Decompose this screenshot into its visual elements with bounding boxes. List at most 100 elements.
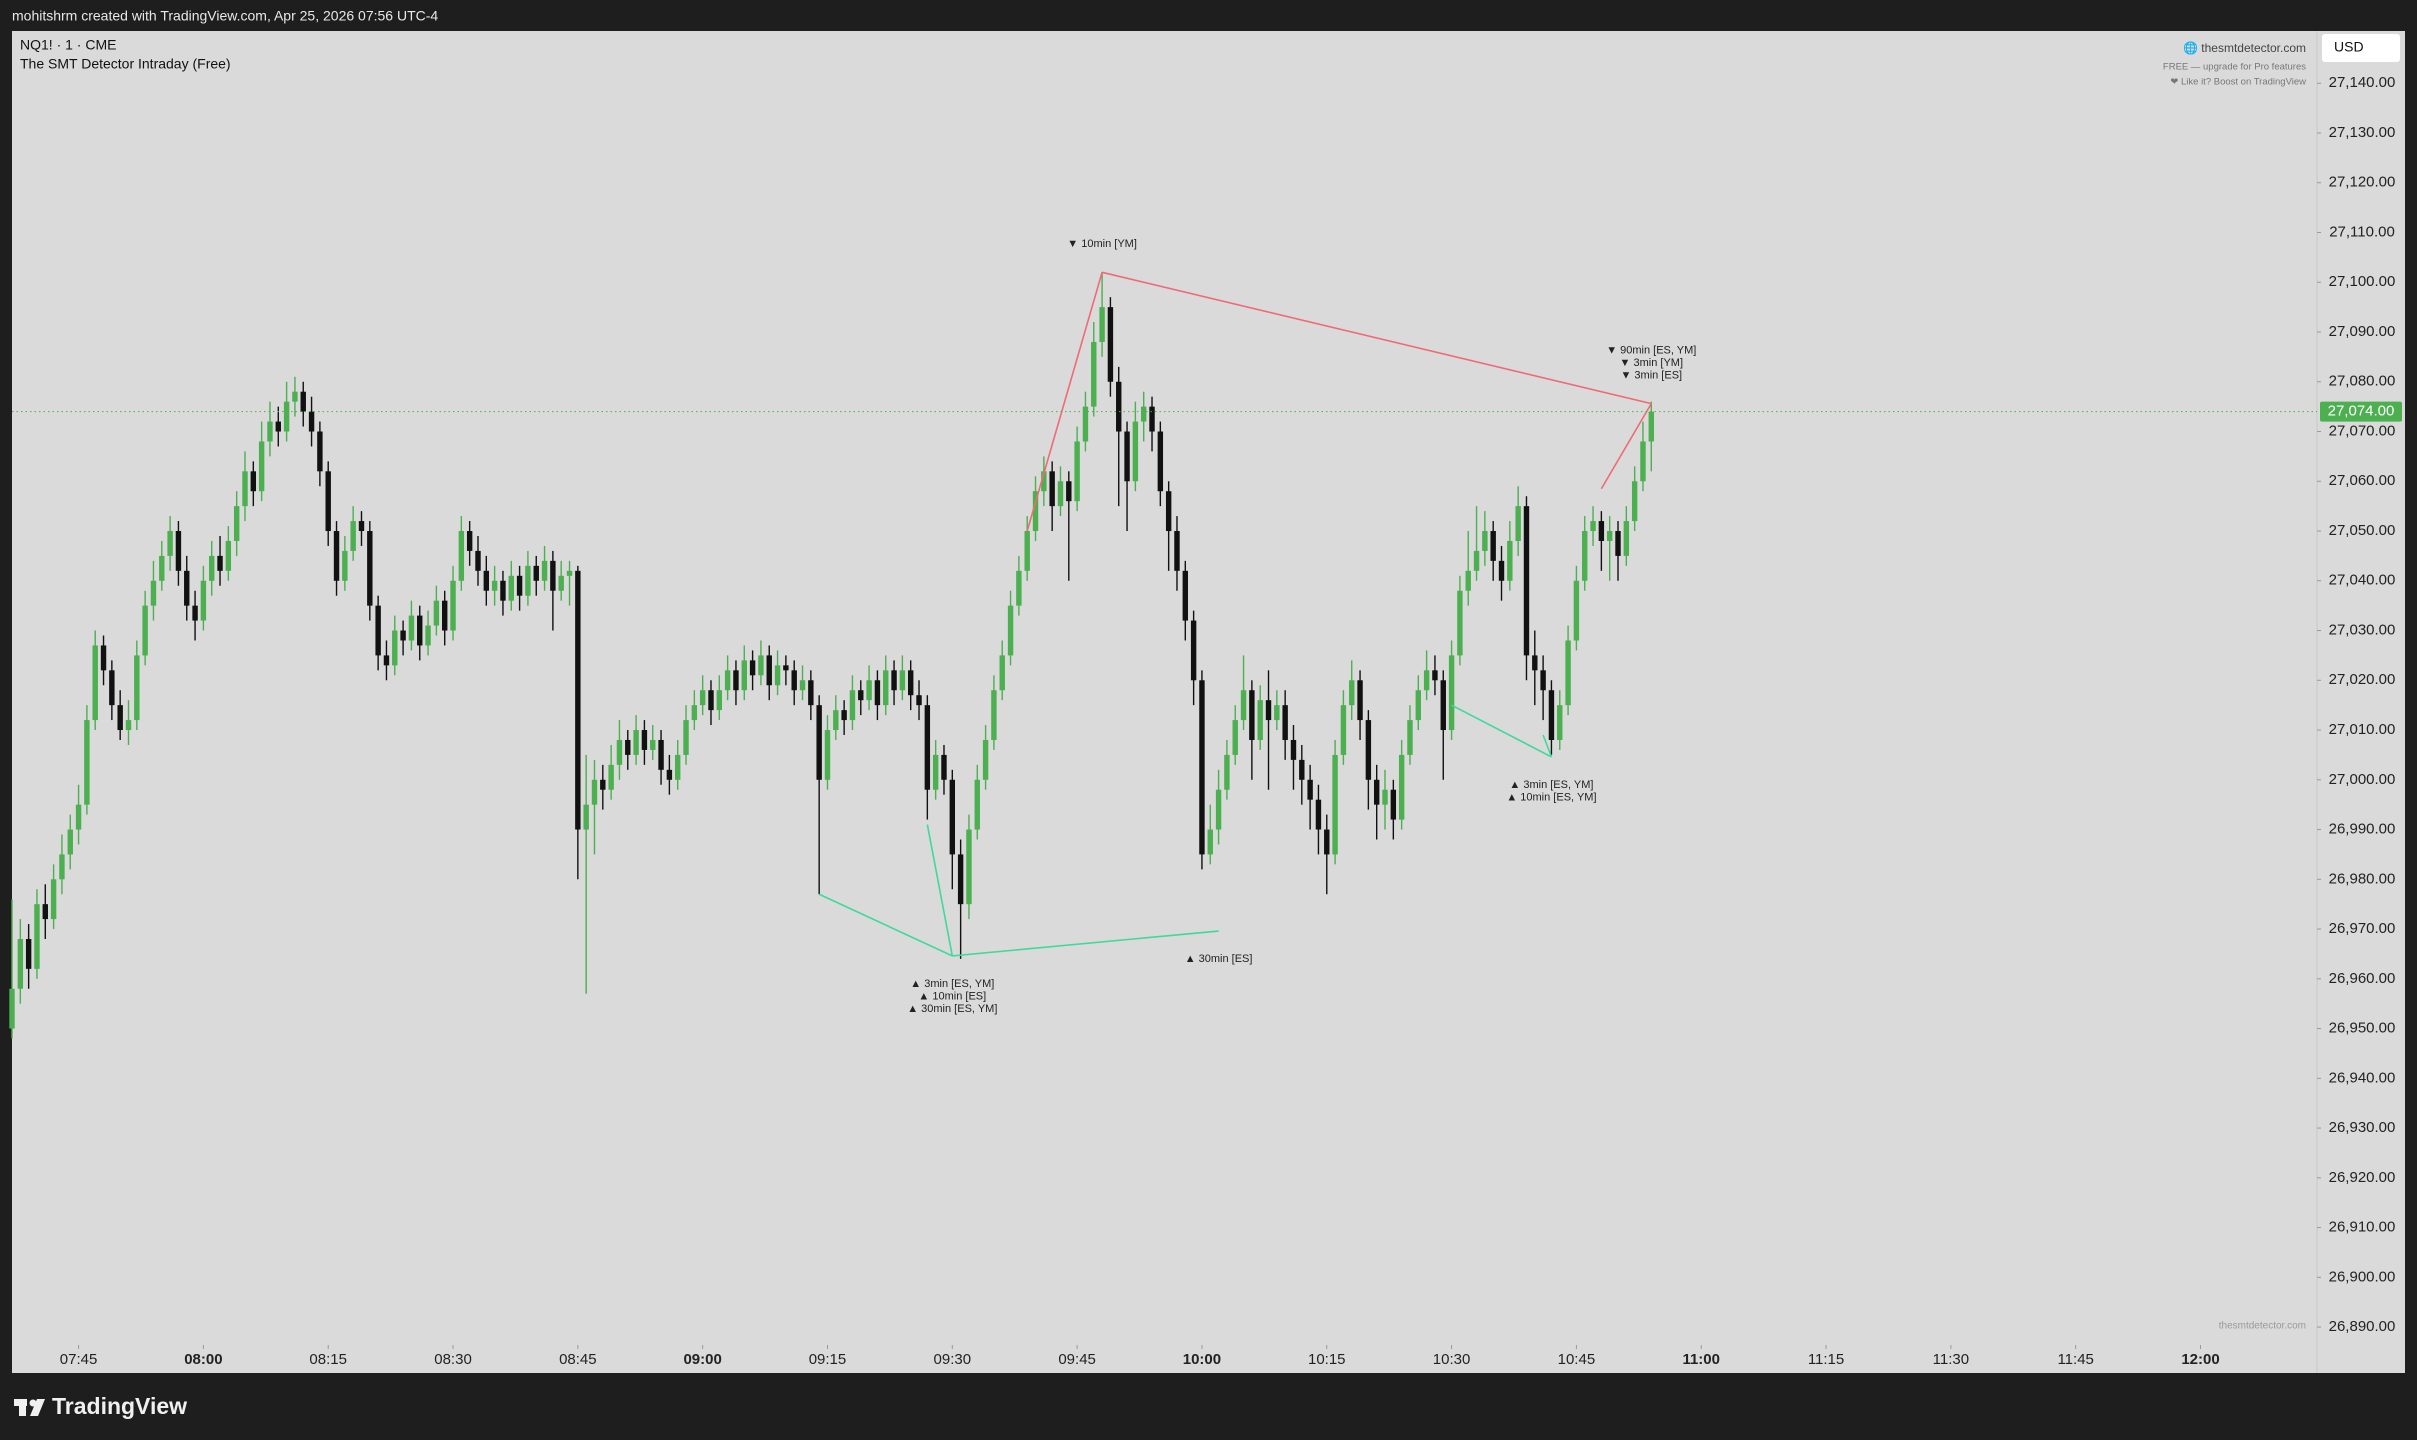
candle-body xyxy=(1299,759,1305,780)
candle-body xyxy=(1174,531,1180,571)
candle-body xyxy=(1457,590,1463,656)
candle-body xyxy=(633,730,639,755)
candle-body xyxy=(1032,491,1039,532)
candle-body xyxy=(733,670,739,691)
candle-body xyxy=(1124,431,1130,482)
candle-body xyxy=(932,754,939,790)
candle-body xyxy=(500,580,506,601)
candle-body xyxy=(774,665,781,686)
smt-line xyxy=(818,893,953,957)
candle-body xyxy=(67,829,73,855)
candle-body xyxy=(674,754,681,780)
y-tick-label: 27,010.00 xyxy=(2329,721,2396,738)
x-tick-label: 08:15 xyxy=(309,1351,347,1368)
y-tick-label: 26,900.00 xyxy=(2329,1268,2396,1285)
candle-body xyxy=(392,630,398,666)
candle-body xyxy=(824,730,831,780)
y-tick-label: 27,070.00 xyxy=(2329,422,2396,439)
smt-line xyxy=(1600,403,1652,490)
candle-body xyxy=(1057,481,1064,507)
candle-body xyxy=(1224,754,1230,790)
candle-body xyxy=(1232,720,1238,755)
candle-body xyxy=(1099,307,1105,342)
candle-body xyxy=(491,580,498,591)
y-tick-label: 26,920.00 xyxy=(2329,1169,2396,1186)
candle-body xyxy=(724,670,731,691)
candle-body xyxy=(716,690,723,711)
candle-body xyxy=(125,720,132,731)
candle-body xyxy=(691,705,698,721)
candle-body xyxy=(1307,779,1313,800)
candle-body xyxy=(799,680,806,691)
candle-body xyxy=(1498,560,1505,581)
candle-body xyxy=(1448,655,1455,731)
candle-body xyxy=(1631,481,1638,522)
logo-part xyxy=(19,1399,26,1416)
smt-label: ▼ 3min [ES] xyxy=(1620,370,1682,382)
smt-line xyxy=(1026,272,1103,532)
candle-body xyxy=(1540,670,1546,691)
candle-body xyxy=(1157,431,1164,492)
candle-body xyxy=(1515,506,1521,541)
y-tick-label: 26,980.00 xyxy=(2329,870,2396,887)
y-tick-label: 27,060.00 xyxy=(2329,472,2396,489)
candle-body xyxy=(1432,670,1438,681)
x-tick-label: 08:45 xyxy=(559,1351,597,1368)
candle-body xyxy=(1066,481,1072,502)
candle-body xyxy=(134,655,140,721)
candle-body xyxy=(383,655,390,666)
y-tick-label: 27,100.00 xyxy=(2329,273,2396,290)
y-tick-label: 27,140.00 xyxy=(2329,74,2396,91)
x-tick-label: 10:30 xyxy=(1433,1351,1471,1368)
candle-body xyxy=(442,600,448,631)
x-tick-label: 11:00 xyxy=(1682,1351,1720,1368)
candle-body xyxy=(1615,531,1621,556)
candle-body xyxy=(741,660,747,691)
candle-body xyxy=(575,570,581,830)
candle-body xyxy=(400,630,406,641)
candle-body xyxy=(466,531,473,551)
currency[interactable]: USD xyxy=(2334,39,2364,55)
candle-body xyxy=(1473,550,1480,571)
y-tick-label: 26,890.00 xyxy=(2329,1318,2396,1335)
candle-body xyxy=(1074,441,1080,502)
candle-body xyxy=(1249,690,1255,740)
candle-body xyxy=(375,605,381,656)
candle-body xyxy=(433,600,440,626)
candle-body xyxy=(966,829,972,905)
candle-body xyxy=(1007,605,1014,656)
candle-body xyxy=(924,705,931,790)
candle-body xyxy=(858,690,864,701)
candle-body xyxy=(1290,739,1297,760)
candle-body xyxy=(92,645,98,721)
candle-body xyxy=(300,391,306,412)
y-tick-label: 27,020.00 xyxy=(2329,671,2396,688)
candle-body xyxy=(891,670,897,691)
candle-body xyxy=(150,580,157,606)
candle-body xyxy=(1199,680,1205,855)
x-tick-label: 11:15 xyxy=(1808,1351,1844,1368)
currency-box[interactable] xyxy=(2322,34,2400,62)
candle-body xyxy=(9,988,15,1029)
plan-note: FREE — upgrade for Pro features xyxy=(2163,62,2306,73)
y-tick-label: 27,000.00 xyxy=(2329,771,2396,788)
y-tick-label: 26,930.00 xyxy=(2329,1119,2396,1136)
y-tick-label: 26,950.00 xyxy=(2329,1020,2396,1037)
candle-body xyxy=(1240,690,1247,721)
candle-body xyxy=(109,670,115,706)
x-tick-label: 09:45 xyxy=(1058,1351,1096,1368)
candle-body xyxy=(458,531,465,581)
x-tick-label: 08:30 xyxy=(434,1351,472,1368)
candle-body xyxy=(1107,307,1114,382)
candle-body xyxy=(1590,521,1596,532)
candle-body xyxy=(1282,705,1288,740)
y-tick-label: 27,130.00 xyxy=(2329,124,2396,141)
candle-body xyxy=(367,531,373,606)
candle-body xyxy=(941,754,947,780)
x-tick-label: 12:00 xyxy=(2181,1351,2219,1368)
candle-body xyxy=(1398,754,1405,820)
candle-body xyxy=(425,625,431,646)
candle-body xyxy=(1598,521,1605,541)
